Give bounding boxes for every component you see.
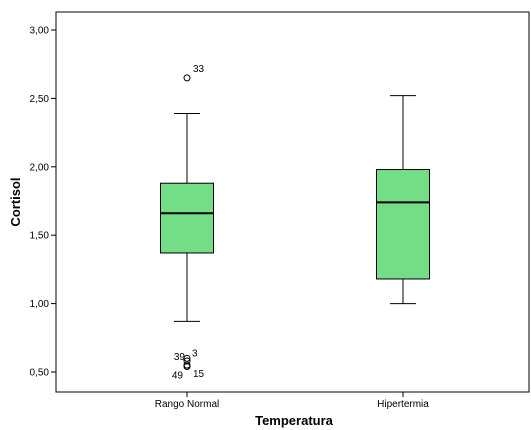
plot-frame	[55, 11, 530, 393]
outlier-point	[183, 74, 191, 82]
y-tick-label: 2,00	[30, 162, 50, 173]
x-tick-label: Rango Normal	[155, 399, 219, 410]
x-tick-label: Hipertermia	[377, 399, 429, 410]
x-axis-title: Temperatura	[255, 413, 334, 428]
box-iqr	[376, 169, 430, 280]
y-tick-label: 2,50	[30, 94, 50, 105]
y-tick-label: 3,00	[30, 26, 50, 37]
y-tick-label: 1,00	[30, 299, 50, 310]
box-iqr	[160, 182, 214, 254]
y-tick-label: 1,50	[30, 231, 50, 242]
outlier-point	[183, 363, 191, 371]
outlier-point	[183, 357, 191, 365]
outlier-label: 39	[174, 352, 186, 363]
outlier-label: 33	[193, 64, 205, 75]
outlier-point	[183, 354, 191, 362]
box-group	[376, 95, 430, 305]
y-axis: 0,50 1,00 1,50 2,00 2,50 3,00	[30, 26, 56, 379]
y-axis-title: Cortisol	[8, 177, 23, 226]
outlier-label: 3	[192, 348, 198, 359]
y-tick-label: 0,50	[30, 368, 50, 379]
outlier-label: 49	[172, 371, 184, 382]
x-axis: Rango Normal Hipertermia	[155, 392, 429, 410]
outlier-label: 15	[193, 369, 205, 380]
